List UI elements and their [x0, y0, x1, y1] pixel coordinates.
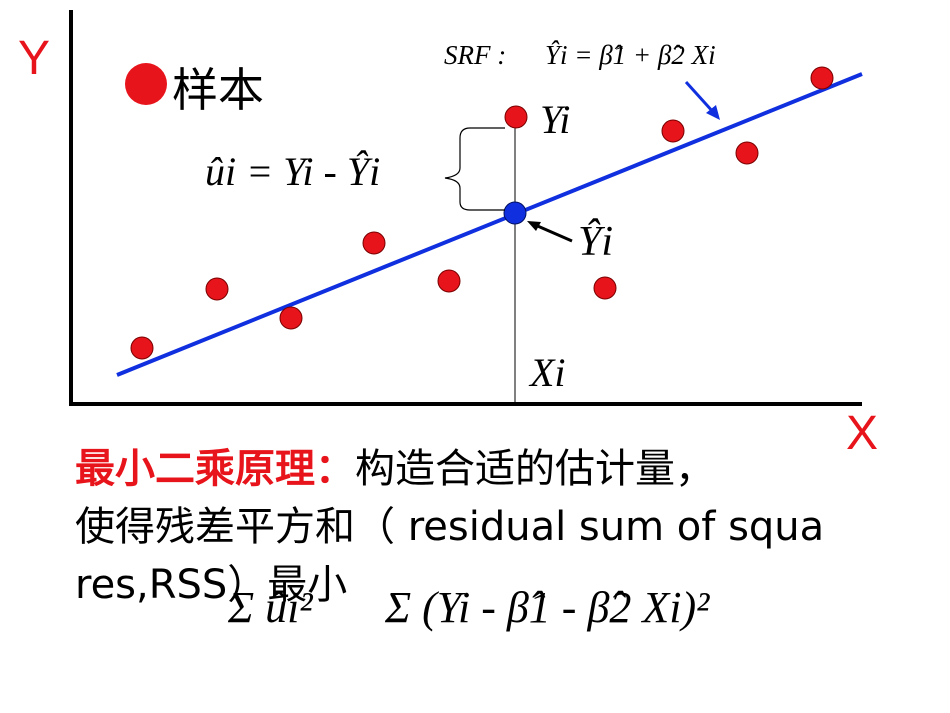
arrow-icon: [532, 222, 573, 243]
text-line-3: res,RSS）最小: [75, 562, 348, 608]
sample-point: [279, 306, 303, 330]
srf-arrow-icon: [684, 80, 716, 115]
srf-arrow-head: [706, 105, 720, 120]
red-dot-icon: [125, 63, 167, 105]
xi-label: Xi: [528, 350, 566, 395]
srf-formula: Ŷi = β̂1 + β̂2 Xi: [545, 40, 716, 70]
yi-label: Yi: [540, 97, 570, 142]
text-line-2: 使得残差平方和（ residual sum of squa: [75, 504, 825, 550]
arrow-head: [527, 221, 541, 231]
legend-label: 样本: [172, 64, 264, 116]
regression-line: [116, 72, 863, 377]
principle-heading: 最小二乘原理：: [75, 446, 355, 492]
sample-point: [735, 141, 759, 165]
yhat-label: Ŷi: [578, 218, 613, 265]
sample-point: [593, 276, 617, 300]
sample-point: [205, 277, 229, 301]
principle-line1-rest: 构造合适的估计量，: [355, 446, 715, 492]
principle-text: 最小二乘原理：构造合适的估计量， 使得残差平方和（ residual sum o…: [75, 440, 935, 614]
sum-right-formula: Σ (Yi - β̂1 - β̂2 Xi)²: [384, 583, 710, 632]
srf-label: SRF :: [444, 40, 506, 70]
x-axis-label: X: [846, 407, 878, 460]
brace-icon: [444, 127, 505, 211]
sample-point: [437, 269, 461, 293]
sample-point: [661, 119, 685, 143]
text-line-1: 最小二乘原理：构造合适的估计量，: [75, 440, 935, 498]
sample-point: [130, 336, 154, 360]
sample-point: [504, 105, 528, 129]
blue-dot-icon: [503, 201, 527, 225]
sum-left-formula: Σ ûi²: [227, 583, 313, 632]
sample-point: [810, 66, 834, 90]
sample-point: [362, 231, 386, 255]
y-axis-label: Y: [18, 32, 50, 85]
residual-formula: ûi = Yi - Ŷi: [205, 149, 380, 194]
